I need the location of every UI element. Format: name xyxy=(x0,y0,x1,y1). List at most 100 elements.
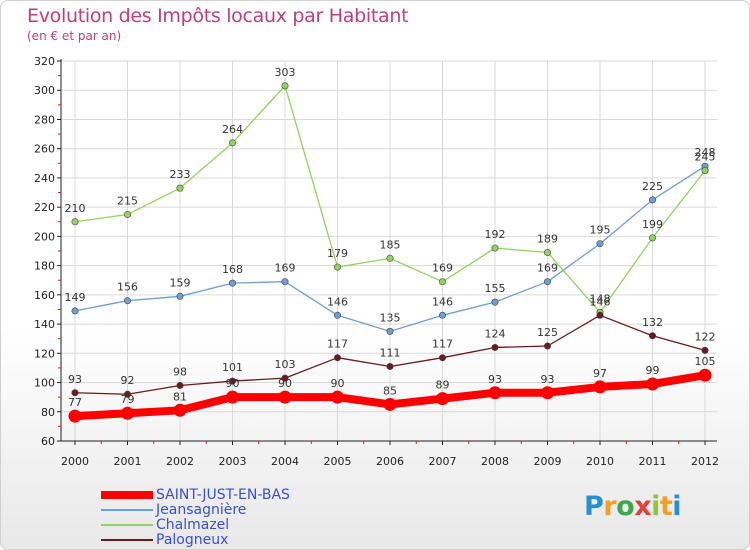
data-label: 156 xyxy=(117,281,138,294)
data-label: 81 xyxy=(173,390,187,403)
chart-title: Evolution des Impôts locaux par Habitant xyxy=(27,5,409,27)
data-label: 93 xyxy=(541,373,555,386)
data-label: 159 xyxy=(170,276,191,289)
y-tick-label: 240 xyxy=(34,172,55,185)
y-tick-label: 320 xyxy=(34,55,55,68)
proxiti-logo: Proxiti xyxy=(584,491,682,522)
logo-letter: o xyxy=(616,491,635,522)
x-tick-label: 2009 xyxy=(534,455,562,468)
x-tick-label: 2003 xyxy=(219,455,247,468)
data-label: 132 xyxy=(642,316,663,329)
series-lines xyxy=(68,82,712,423)
data-point xyxy=(491,298,499,306)
data-label: 215 xyxy=(117,194,138,207)
data-label: 210 xyxy=(65,202,86,215)
chart-subtitle: (en € et par an) xyxy=(27,29,122,43)
data-point xyxy=(281,374,289,382)
legend-label: Jeansagnière xyxy=(156,502,247,518)
data-point xyxy=(68,409,82,423)
data-point xyxy=(488,386,502,400)
data-point xyxy=(176,292,184,300)
legend-label: Palogneux xyxy=(156,532,229,548)
data-label: 168 xyxy=(222,263,243,276)
data-point xyxy=(701,167,709,175)
data-point xyxy=(226,390,239,404)
data-point xyxy=(124,390,132,398)
x-tick-label: 2008 xyxy=(481,455,509,468)
x-tick-label: 2002 xyxy=(166,455,194,468)
y-tick-label: 80 xyxy=(41,406,55,419)
data-label: 90 xyxy=(278,377,292,390)
data-point xyxy=(333,263,341,271)
data-point xyxy=(698,368,712,382)
data-label: 179 xyxy=(327,247,348,260)
data-labels: 77 79 81 90 90 90 85 89 93 93 97 99 105 149 156 159 168 1… xyxy=(65,66,716,409)
x-tick-label: 2010 xyxy=(586,455,614,468)
data-label: 111 xyxy=(380,346,401,359)
logo-letter: P xyxy=(584,491,604,522)
x-tick-label: 2012 xyxy=(691,455,719,468)
data-label: 199 xyxy=(642,218,663,231)
data-label: 79 xyxy=(121,393,135,406)
data-label: 125 xyxy=(537,326,558,339)
legend-swatch xyxy=(101,539,153,541)
data-label: 169 xyxy=(537,262,558,275)
data-point xyxy=(71,307,79,315)
data-point xyxy=(596,240,604,248)
y-tick-label: 200 xyxy=(34,230,55,243)
logo-letter: x xyxy=(634,491,652,522)
data-point xyxy=(71,389,79,397)
y-tick-label: 120 xyxy=(34,347,55,360)
x-tick-label: 2011 xyxy=(639,455,667,468)
logo-letter: t xyxy=(659,491,673,522)
data-point xyxy=(593,380,607,394)
data-point xyxy=(386,254,394,262)
data-point xyxy=(543,278,551,286)
data-point xyxy=(438,354,446,362)
data-label: 97 xyxy=(593,367,607,380)
data-point xyxy=(383,397,397,411)
data-label: 146 xyxy=(590,295,611,308)
data-label: 117 xyxy=(327,338,348,351)
data-label: 90 xyxy=(331,377,345,390)
data-label: 135 xyxy=(380,311,401,324)
legend-label: Chalmazel xyxy=(156,517,230,533)
data-label: 148 xyxy=(590,292,611,305)
data-label: 99 xyxy=(646,364,660,377)
x-tick-label: 2001 xyxy=(114,455,142,468)
legend-swatch xyxy=(101,491,153,499)
data-label: 189 xyxy=(537,232,558,245)
x-tick-label: 2007 xyxy=(429,455,457,468)
y-tick-label: 180 xyxy=(34,260,55,273)
data-point xyxy=(124,210,132,218)
data-label: 85 xyxy=(383,384,397,397)
data-point xyxy=(648,234,656,242)
data-point xyxy=(436,392,449,406)
data-point xyxy=(491,343,499,351)
logo-letter: i xyxy=(651,491,660,522)
data-point xyxy=(333,354,341,362)
legend-swatch xyxy=(101,509,153,511)
data-point xyxy=(176,381,184,389)
data-label: 93 xyxy=(488,373,502,386)
data-label: 103 xyxy=(275,358,296,371)
y-tick-label: 280 xyxy=(34,113,55,126)
data-point xyxy=(121,406,134,420)
legend-label: SAINT-JUST-EN-BAS xyxy=(156,487,290,503)
data-label: 192 xyxy=(485,228,506,241)
data-label: 245 xyxy=(695,151,716,164)
data-label: 169 xyxy=(432,262,453,275)
data-point xyxy=(229,279,237,287)
x-tick-label: 2005 xyxy=(324,455,352,468)
data-label: 98 xyxy=(173,365,187,378)
data-point xyxy=(71,218,79,226)
data-label: 149 xyxy=(65,291,86,304)
y-tick-label: 300 xyxy=(34,84,55,97)
data-point xyxy=(646,377,659,391)
data-point xyxy=(543,248,551,256)
y-tick-label: 220 xyxy=(34,201,55,214)
y-tick-label: 140 xyxy=(34,318,55,331)
data-label: 92 xyxy=(121,374,135,387)
data-point xyxy=(386,362,394,370)
data-point xyxy=(438,311,446,319)
